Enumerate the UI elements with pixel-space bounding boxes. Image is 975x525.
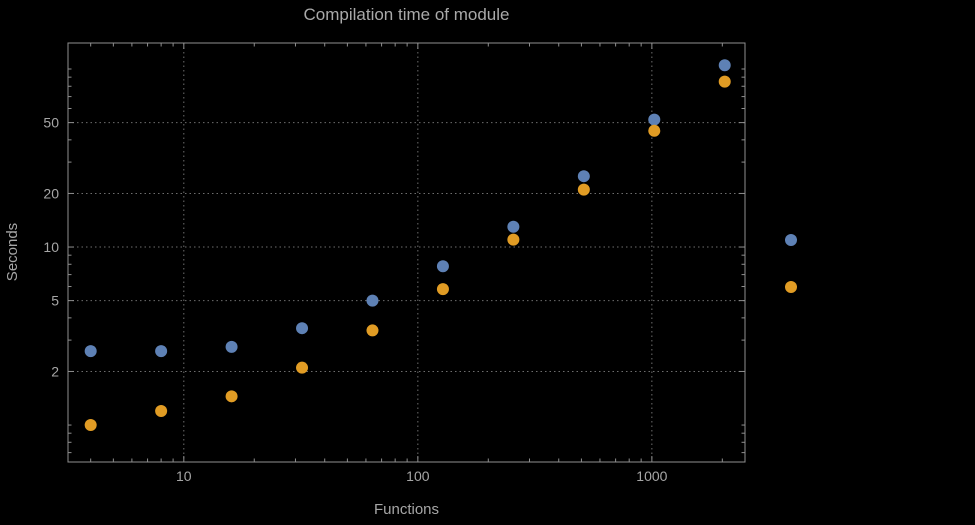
data-point-blue [225,340,238,353]
y-axis-label: Seconds [4,222,21,282]
data-point-blue [366,294,379,307]
y-tick-label: 20 [43,185,59,201]
data-point-orange [648,124,661,137]
x-tick-label: 10 [176,468,192,484]
data-point-orange [296,361,309,374]
data-point-blue [577,170,590,183]
data-point-orange [507,233,520,246]
data-point-orange [436,283,449,296]
data-point-orange [225,390,238,403]
x-tick-label: 1000 [636,468,667,484]
plot-frame [67,42,746,463]
chart-title: Compilation time of module [303,5,510,24]
data-point-blue [436,260,449,273]
data-point-blue [648,113,661,126]
data-point-blue [296,322,309,335]
data-point-orange [366,324,379,337]
data-point-orange [84,419,97,432]
y-tick-label: 2 [51,363,59,379]
data-point-blue [84,345,97,358]
x-tick-label: 100 [406,468,430,484]
data-point-blue [507,220,520,233]
legend-marker-orange [785,281,797,293]
data-point-orange [155,404,168,417]
y-tick-label: 10 [43,239,59,255]
x-axis-label: Functions [373,501,440,518]
legend-marker-blue [785,234,797,246]
data-point-orange [577,183,590,196]
data-point-orange [718,75,731,88]
y-tick-label: 5 [51,293,59,309]
data-point-blue [718,59,731,72]
y-tick-label: 50 [43,115,59,131]
data-point-blue [155,345,168,358]
